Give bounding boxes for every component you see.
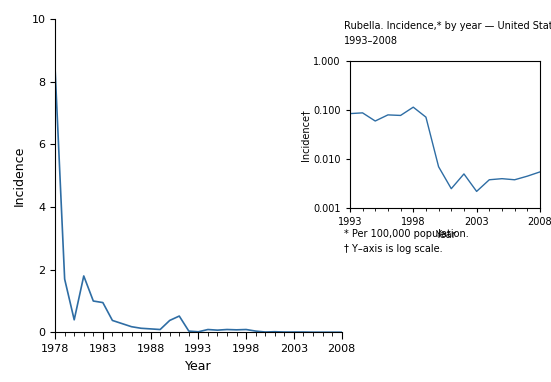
Text: 1993–2008: 1993–2008 — [344, 36, 398, 46]
Text: † Y–axis is log scale.: † Y–axis is log scale. — [344, 244, 443, 254]
Y-axis label: Incidence: Incidence — [13, 146, 26, 206]
Text: * Per 100,000 population.: * Per 100,000 population. — [344, 229, 469, 239]
Y-axis label: Incidence†: Incidence† — [301, 109, 311, 160]
X-axis label: Year: Year — [185, 360, 212, 373]
Text: Rubella. Incidence,* by year — United States,: Rubella. Incidence,* by year — United St… — [344, 21, 551, 31]
X-axis label: Year: Year — [435, 230, 455, 240]
